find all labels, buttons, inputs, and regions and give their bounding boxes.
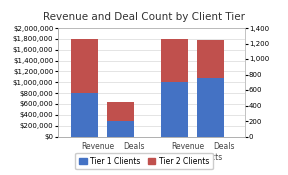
Bar [197, 78, 224, 136]
Legend: Tier 1 Clients, Tier 2 Clients: Tier 1 Clients, Tier 2 Clients [75, 153, 213, 169]
Text: Revenue: Revenue [171, 142, 204, 152]
Bar [71, 93, 98, 136]
Text: Deals: Deals [123, 142, 145, 152]
Text: Revenue and Deal Count by Client Tier: Revenue and Deal Count by Client Tier [43, 12, 245, 22]
Text: Revenue: Revenue [82, 142, 115, 152]
Text: Services: Services [100, 153, 132, 162]
Bar [107, 121, 134, 136]
Bar [71, 39, 98, 93]
Bar [197, 40, 224, 78]
Bar [107, 102, 134, 121]
Text: Products: Products [189, 153, 223, 162]
Bar [161, 39, 188, 82]
Text: Deals: Deals [213, 142, 235, 152]
Bar [161, 82, 188, 136]
